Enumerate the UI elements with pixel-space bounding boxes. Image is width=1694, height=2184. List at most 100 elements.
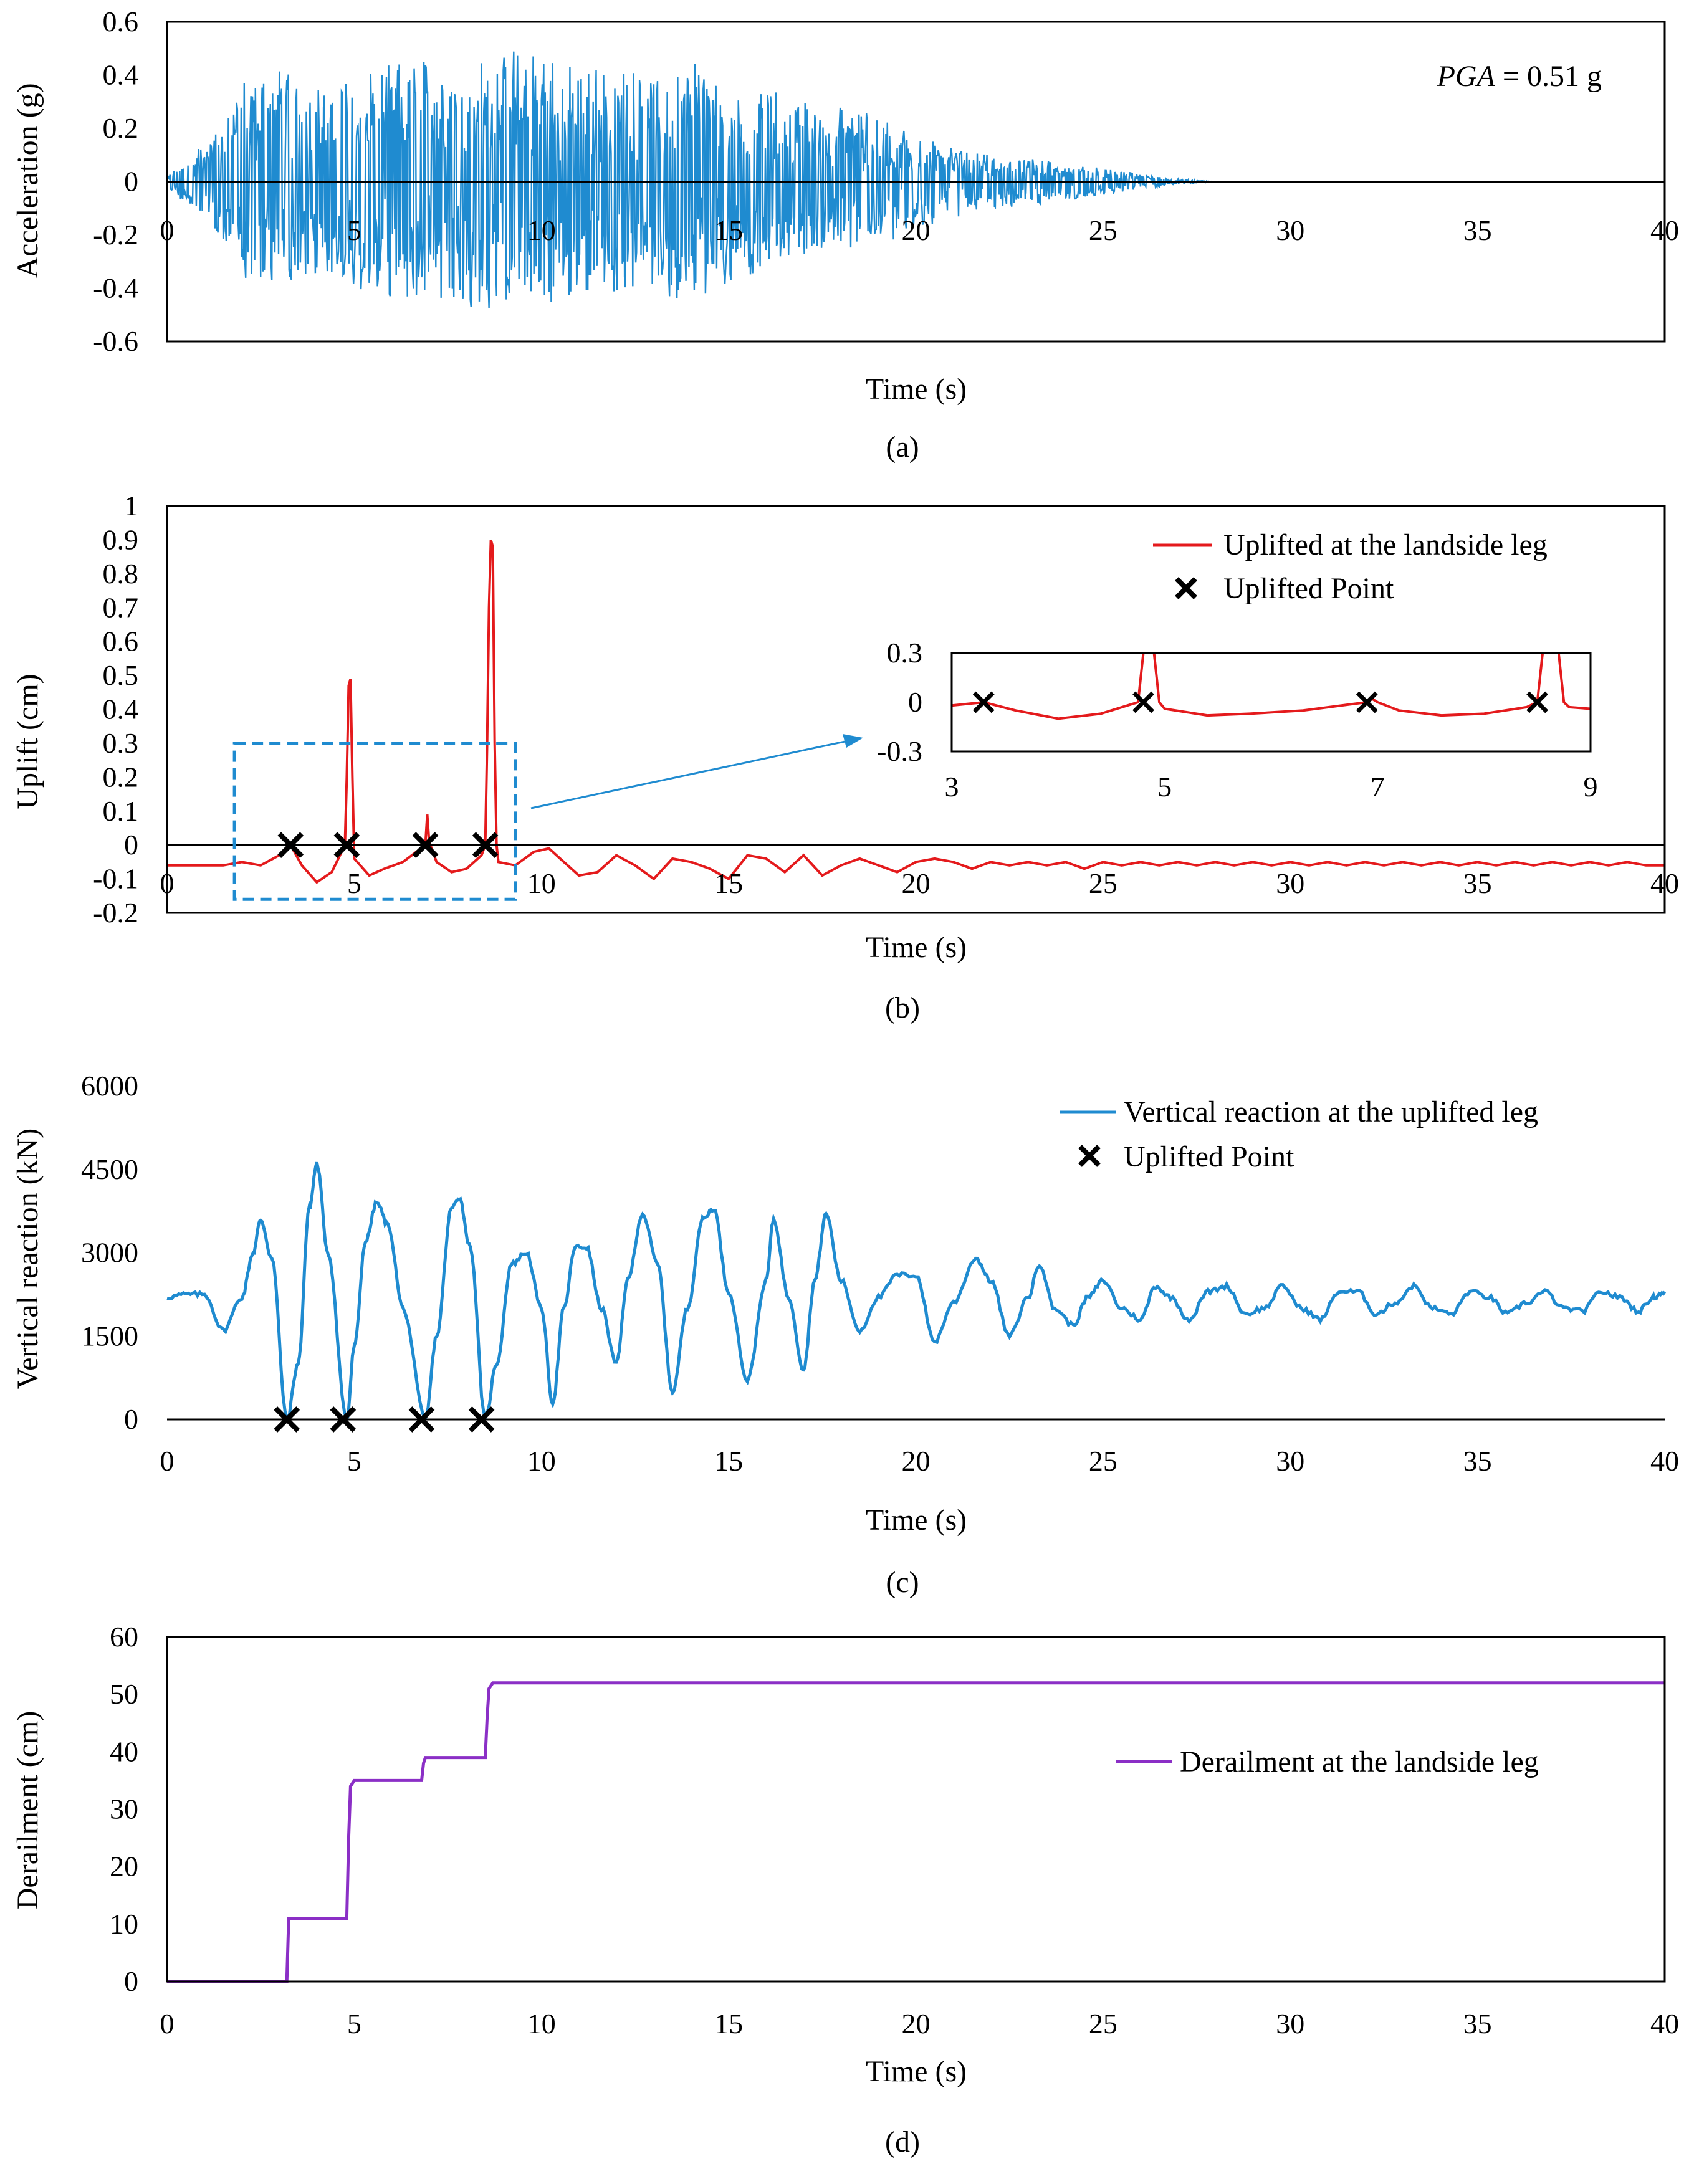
panel-b-xtick-7: 35 — [1463, 867, 1492, 899]
panel-b-ytick-11: 0.9 — [103, 523, 139, 555]
panel-b-inset-frame — [950, 652, 1592, 753]
panel-c-xtick-8: 40 — [1650, 1445, 1679, 1477]
panel-b-frame — [166, 505, 1666, 914]
panel-a-xlabel: Time (s) — [866, 373, 967, 406]
panel-b-xlabel: Time (s) — [866, 931, 967, 964]
panel-b-inset-xtick-0: 3 — [945, 771, 959, 803]
panel-c-ytick-0: 0 — [124, 1403, 138, 1435]
panel-a-pga-annotation: PGA = 0.51 g — [1437, 60, 1602, 93]
panel-c-uplift-marker-1 — [330, 1406, 357, 1433]
panel-b-ytick-9: 0.7 — [103, 591, 139, 623]
panel-b-ytick-4: 0.2 — [103, 761, 139, 793]
panel-d: 0 5 10 15 20 25 30 35 40 0 10 20 30 40 50 60 Derailmen… — [11, 1621, 1679, 2158]
panel-c-ylabel: Vertical reaction (kN) — [11, 1128, 44, 1389]
panel-b-zoom-arrow — [530, 739, 851, 809]
panel-b-inset-xtick-3: 9 — [1584, 771, 1598, 803]
panel-c-xtick-6: 30 — [1276, 1445, 1304, 1477]
panel-b-inset-marker-2 — [1356, 691, 1378, 713]
panel-d-xlabel: Time (s) — [866, 2055, 967, 2088]
panel-c-xtick-7: 35 — [1463, 1445, 1492, 1477]
panel-b-xtick-8: 40 — [1650, 867, 1679, 899]
panel-d-legend-label-1: Derailment at the landside leg — [1180, 1745, 1539, 1778]
panel-d-ytick-5: 50 — [110, 1678, 138, 1710]
panel-a-ytick-0: -0.6 — [93, 325, 138, 357]
panel-b-ytick-6: 0.4 — [103, 694, 139, 725]
panel-c-ytick-4: 6000 — [81, 1070, 138, 1102]
panel-d-series-derailment — [167, 1681, 1665, 1983]
panel-d-xtick-7: 35 — [1463, 2008, 1492, 2039]
panel-b-zoom-arrowhead — [843, 734, 863, 748]
panel-b-xticks: 0 5 10 15 20 25 30 35 40 — [160, 867, 1680, 899]
panel-a-xtick-5: 25 — [1089, 214, 1117, 246]
panel-b-ytick-7: 0.5 — [103, 659, 139, 691]
panel-b-inset-xtick-2: 7 — [1371, 771, 1385, 803]
panel-c-yticks: 0 1500 3000 4500 6000 — [81, 1070, 138, 1435]
panel-b-ylabel: Uplift (cm) — [11, 674, 44, 809]
panel-d-caption: (d) — [885, 2125, 920, 2158]
panel-b-ytick-2: 0 — [124, 829, 138, 861]
panel-d-ytick-3: 30 — [110, 1793, 138, 1825]
panel-c-xtick-1: 5 — [347, 1445, 361, 1477]
panel-b-inset-marker-0 — [972, 691, 995, 713]
panel-d-xtick-0: 0 — [160, 2008, 175, 2039]
panel-b-inset-yticks: 0.3 0 -0.3 — [877, 637, 922, 767]
panel-c-xtick-5: 25 — [1089, 1445, 1117, 1477]
panel-a-xtick-8: 40 — [1650, 214, 1679, 246]
panel-c-legend: Vertical reaction at the uplifted leg Up… — [1060, 1095, 1538, 1173]
panel-b-inset-ytick-1: 0 — [908, 686, 922, 718]
panel-b-uplift-marker-0 — [277, 832, 304, 859]
panel-d-ytick-6: 60 — [110, 1621, 138, 1652]
panel-a-xtick-7: 35 — [1463, 214, 1492, 246]
panel-b-inset: 3 5 7 9 0.3 0 -0.3 — [877, 637, 1597, 803]
panel-c-xtick-2: 10 — [527, 1445, 556, 1477]
panel-b-legend: Uplifted at the landside leg Uplifted Po… — [1153, 528, 1548, 605]
panel-d-xtick-1: 5 — [347, 2008, 361, 2039]
panel-d-legend: Derailment at the landside leg — [1116, 1745, 1539, 1778]
panel-b-uplift-marker-1 — [333, 832, 360, 859]
panel-d-xtick-3: 15 — [714, 2008, 743, 2039]
panel-b-inset-marker-3 — [1526, 691, 1548, 713]
panel-d-ytick-1: 10 — [110, 1908, 138, 1940]
panel-b-uplift-marker-3 — [472, 832, 499, 859]
panel-a-yticks: -0.6 -0.4 -0.2 0 0.2 0.4 0.6 — [93, 6, 138, 357]
panel-c-legend-label-2: Uplifted Point — [1124, 1140, 1294, 1173]
panel-a-xtick-1: 5 — [347, 214, 361, 246]
panel-b-caption: (b) — [885, 991, 920, 1024]
panel-c-xticks: 0 5 10 15 20 25 30 35 40 — [160, 1445, 1680, 1477]
panel-d-ytick-2: 20 — [110, 1851, 138, 1882]
panel-b-yticks: -0.2-0.100.10.20.30.40.50.60.70.80.91 — [93, 490, 138, 928]
panel-a-caption: (a) — [886, 431, 919, 464]
panel-d-xtick-2: 10 — [527, 2008, 556, 2039]
panel-c-series-reaction — [166, 1161, 1667, 1424]
panel-b-xtick-5: 25 — [1089, 867, 1117, 899]
panel-c-legend-x-swatch — [1078, 1145, 1101, 1167]
panel-b-xtick-4: 20 — [902, 867, 931, 899]
panel-d-xticks: 0 5 10 15 20 25 30 35 40 — [160, 2008, 1680, 2039]
panel-b: 0 5 10 15 20 25 30 35 40 -0.2-0.100.10.20.30.40.… — [11, 490, 1679, 1024]
panel-b-xtick-1: 5 — [347, 867, 361, 899]
panel-b-inset-markers — [972, 691, 1548, 713]
panel-c-legend-label-1: Vertical reaction at the uplifted leg — [1124, 1095, 1538, 1128]
panel-a-xtick-4: 20 — [902, 214, 931, 246]
panel-b-legend-label-1: Uplifted at the landside leg — [1223, 528, 1548, 561]
panel-c-uplift-marker-0 — [274, 1406, 300, 1433]
panel-a: 0 5 10 15 20 25 30 35 40 -0.6-0.4-0.200.20.40.6 … — [11, 6, 1679, 464]
panel-b-ytick-1: -0.1 — [93, 863, 138, 895]
panel-a-pga-label: PGA — [1437, 60, 1496, 93]
panel-c-caption: (c) — [886, 1566, 919, 1599]
panel-a-xtick-6: 30 — [1276, 214, 1304, 246]
panel-a-xtick-0: 0 — [160, 214, 175, 246]
panel-b-ytick-8: 0.6 — [103, 626, 139, 657]
panel-b-xtick-3: 15 — [714, 867, 743, 899]
panel-c-markers — [274, 1406, 495, 1433]
panel-d-xtick-6: 30 — [1276, 2008, 1304, 2039]
panel-b-inset-ytick-2: -0.3 — [877, 735, 922, 767]
panel-d-xtick-5: 25 — [1089, 2008, 1117, 2039]
panel-d-frame — [166, 1636, 1666, 1983]
panel-c-ytick-1: 1500 — [81, 1320, 138, 1352]
panel-d-ytick-4: 40 — [110, 1735, 138, 1767]
panel-c-xtick-3: 15 — [714, 1445, 743, 1477]
panel-d-ylabel: Derailment (cm) — [11, 1711, 44, 1910]
panel-c-xlabel: Time (s) — [866, 1504, 967, 1537]
panel-b-legend-label-2: Uplifted Point — [1223, 572, 1394, 605]
